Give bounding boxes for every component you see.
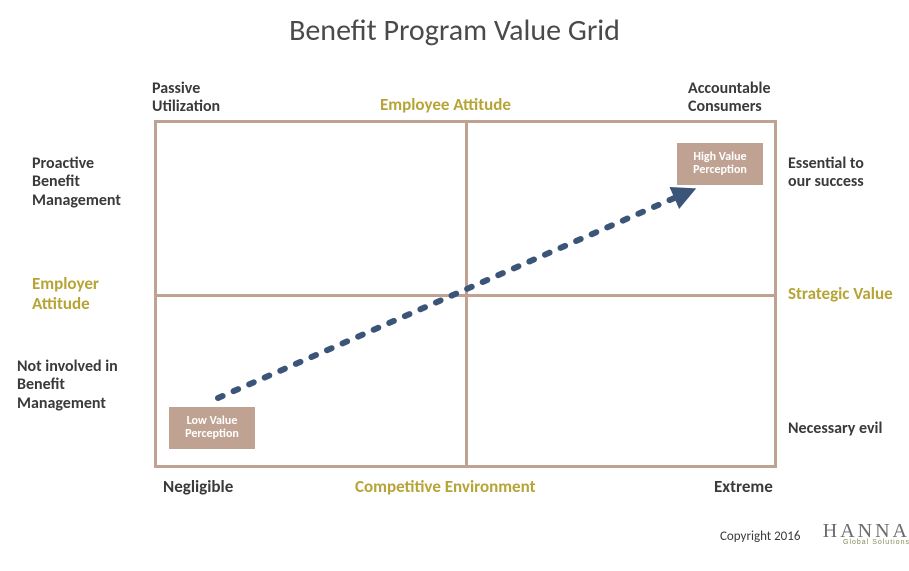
hanna-logo: HANNAGlobal Solutions [820,522,909,546]
copyright-text: Copyright 2016 [720,529,800,544]
logo-top: HANNA [820,522,909,540]
trend-arrow [0,0,909,571]
